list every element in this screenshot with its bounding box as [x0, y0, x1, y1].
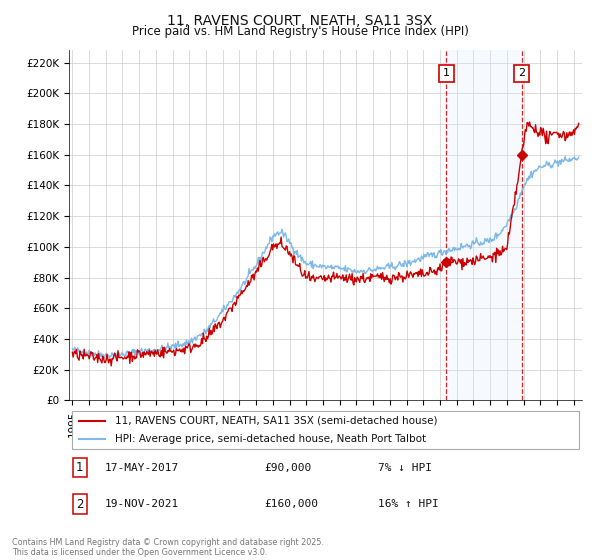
Text: 2: 2 [76, 497, 83, 511]
Text: 2: 2 [518, 68, 526, 78]
Text: 1: 1 [76, 461, 83, 474]
Text: 1: 1 [443, 68, 449, 78]
Text: 11, RAVENS COURT, NEATH, SA11 3SX (semi-detached house): 11, RAVENS COURT, NEATH, SA11 3SX (semi-… [115, 416, 437, 426]
Text: 19-NOV-2021: 19-NOV-2021 [105, 499, 179, 509]
Text: 11, RAVENS COURT, NEATH, SA11 3SX: 11, RAVENS COURT, NEATH, SA11 3SX [167, 14, 433, 28]
Text: Contains HM Land Registry data © Crown copyright and database right 2025.
This d: Contains HM Land Registry data © Crown c… [12, 538, 324, 557]
FancyBboxPatch shape [71, 411, 580, 449]
Text: £160,000: £160,000 [264, 499, 318, 509]
Text: 16% ↑ HPI: 16% ↑ HPI [378, 499, 439, 509]
Bar [446, 50, 522, 400]
Text: £90,000: £90,000 [264, 463, 311, 473]
Text: 7% ↓ HPI: 7% ↓ HPI [378, 463, 432, 473]
Text: 17-MAY-2017: 17-MAY-2017 [105, 463, 179, 473]
Text: Price paid vs. HM Land Registry's House Price Index (HPI): Price paid vs. HM Land Registry's House … [131, 25, 469, 38]
Text: HPI: Average price, semi-detached house, Neath Port Talbot: HPI: Average price, semi-detached house,… [115, 434, 426, 444]
